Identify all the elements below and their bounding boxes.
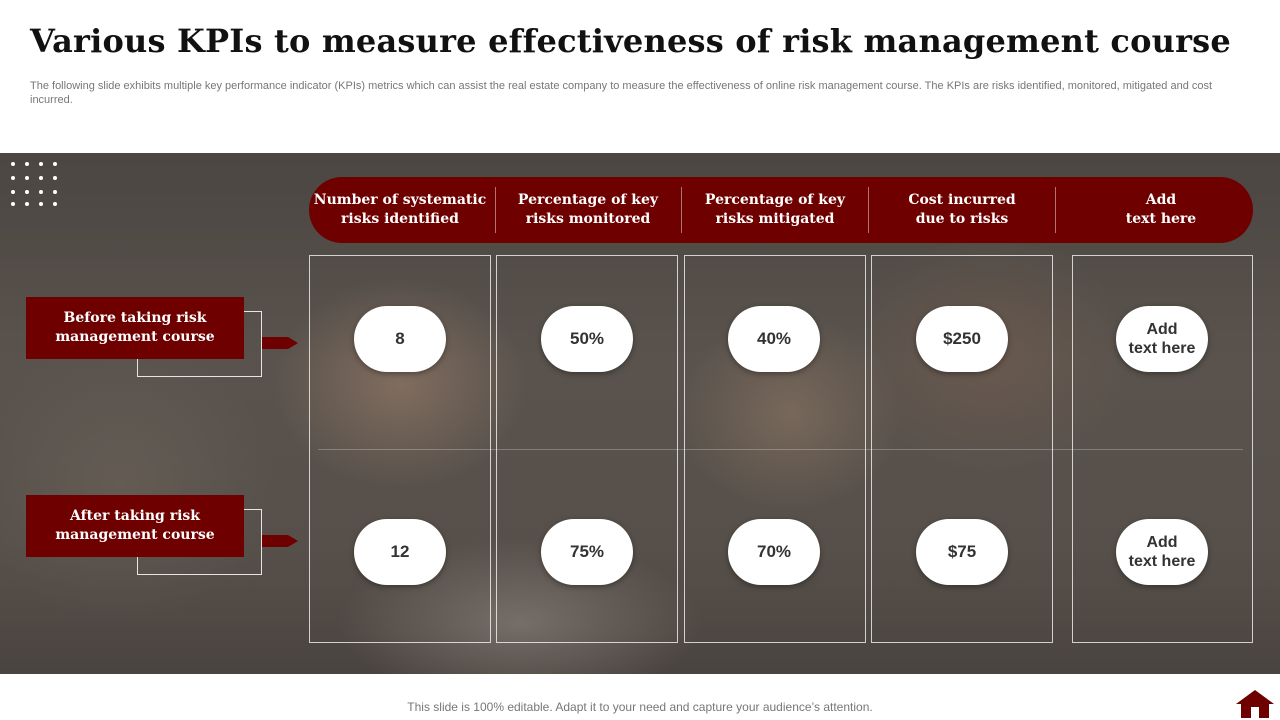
- slide-footer: This slide is 100% editable. Adapt it to…: [407, 700, 873, 714]
- header-cost-incurred: Cost incurred due to risks: [908, 192, 1016, 227]
- kpi-header-bar: Number of systematic risks identified Pe…: [309, 177, 1253, 243]
- value-before-add-text: Add text here: [1116, 306, 1208, 372]
- dot-grid-icon: [11, 162, 59, 208]
- kpi-panel: Number of systematic risks identified Pe…: [0, 153, 1280, 674]
- slide-subtitle: The following slide exhibits multiple ke…: [30, 80, 1213, 106]
- row-divider: [318, 449, 1243, 450]
- kpi-column: [309, 255, 491, 643]
- home-icon[interactable]: [1234, 688, 1276, 720]
- value-after-risks-monitored: 75%: [541, 519, 633, 585]
- value-before-risks-monitored: 50%: [541, 306, 633, 372]
- value-before-systematic-risks: 8: [354, 306, 446, 372]
- slide-title: Various KPIs to measure effectiveness of…: [30, 22, 1231, 60]
- header-divider: [868, 187, 869, 233]
- header-divider: [495, 187, 496, 233]
- kpi-column: [496, 255, 678, 643]
- header-risks-monitored: Percentage of key risks monitored: [517, 192, 659, 227]
- header-add-text: Add text here: [1125, 192, 1197, 227]
- value-after-cost-incurred: $75: [916, 519, 1008, 585]
- value-after-add-text: Add text here: [1116, 519, 1208, 585]
- kpi-column: [1072, 255, 1253, 643]
- value-after-systematic-risks: 12: [354, 519, 446, 585]
- row-label-before: Before taking risk management course: [26, 297, 244, 359]
- arrow-right-icon: [262, 337, 298, 349]
- value-after-risks-mitigated: 70%: [728, 519, 820, 585]
- header-risks-mitigated: Percentage of key risks mitigated: [704, 192, 846, 227]
- header-divider: [1055, 187, 1056, 233]
- kpi-column: [871, 255, 1053, 643]
- header-divider: [681, 187, 682, 233]
- kpi-column: [684, 255, 866, 643]
- row-label-after: After taking risk management course: [26, 495, 244, 557]
- value-before-cost-incurred: $250: [916, 306, 1008, 372]
- arrow-right-icon: [262, 535, 298, 547]
- header-systematic-risks: Number of systematic risks identified: [313, 192, 487, 227]
- value-before-risks-mitigated: 40%: [728, 306, 820, 372]
